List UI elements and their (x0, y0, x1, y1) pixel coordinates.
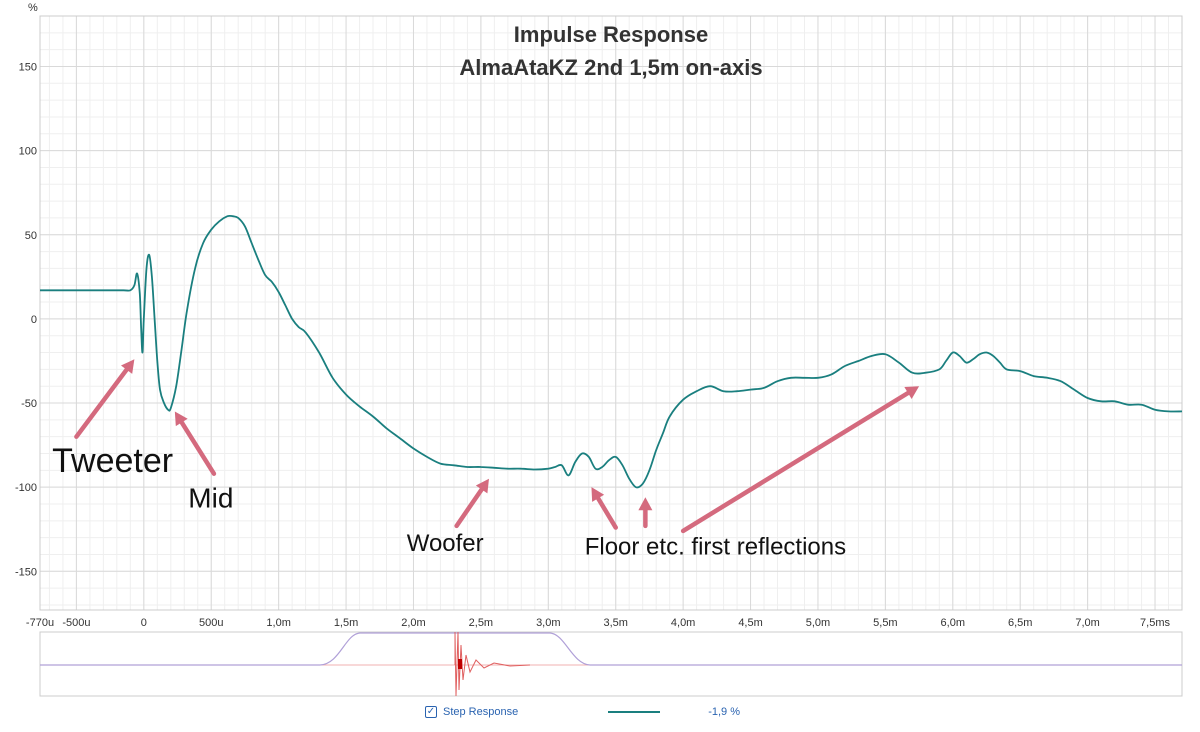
x-tick-label: 3,0m (536, 617, 560, 629)
x-tick-label: 2,0m (401, 617, 425, 629)
legend-line-swatch (608, 711, 661, 713)
y-tick-labels: 150 100 50 0 -50 -100 -150 (15, 61, 37, 578)
x-tick-label: 6,0m (941, 617, 965, 629)
legend: ✓ Step Response -1,9 % (425, 703, 785, 721)
x-tick-label: 1,5m (334, 617, 358, 629)
major-grid (39, 16, 1182, 610)
legend-series-label: Step Response (443, 706, 519, 718)
x-tick-label: 5,0m (806, 617, 830, 629)
x-tick-label: 4,5m (738, 617, 762, 629)
x-tick-label: -500u (62, 617, 90, 629)
x-tick-label: 0 (141, 617, 147, 629)
y-tick-label: -50 (21, 398, 37, 410)
y-tick-label: -150 (15, 566, 37, 578)
plot-frame (39, 15, 1183, 611)
y-axis-unit: % (28, 2, 38, 14)
annotation-label: Mid (188, 482, 233, 513)
annotation-label: Tweeter (52, 442, 173, 480)
x-tick-label: 6,5m (1008, 617, 1032, 629)
overview-impulse (454, 631, 531, 697)
overview-window-curve (40, 632, 1182, 666)
y-tick-label: 150 (19, 61, 37, 73)
x-tick-label: 1,0m (266, 617, 290, 629)
x-tick-label: 7,5ms (1140, 617, 1170, 629)
annotation-label: Floor etc. first reflections (585, 533, 846, 560)
annotation-arrow (74, 359, 135, 439)
x-tick-label: 2,5m (469, 617, 493, 629)
step-response-checkbox[interactable]: ✓ (425, 706, 437, 718)
overview-panel[interactable] (39, 631, 1183, 697)
chart-title: Impulse Response (514, 22, 708, 47)
annotation-arrow (591, 487, 618, 530)
legend-value: -1,9 % (708, 706, 741, 718)
x-tick-label: 7,0m (1075, 617, 1099, 629)
y-tick-label: 0 (31, 314, 37, 326)
y-tick-label: 100 (19, 146, 37, 158)
annotation-arrow (638, 497, 653, 529)
annotation-arrow (174, 411, 217, 476)
x-tick-label: 3,5m (603, 617, 627, 629)
x-tick-label: 4,0m (671, 617, 695, 629)
x-tick-label: -770u (26, 617, 54, 629)
y-tick-label: 50 (25, 230, 37, 242)
x-tick-label: 5,5m (873, 617, 897, 629)
x-tick-label: 500u (199, 617, 223, 629)
annotation-arrow (454, 478, 489, 529)
chart-subtitle: AlmaAtaKZ 2nd 1,5m on-axis (459, 55, 762, 80)
x-tick-labels: -770u -500u 0 500u 1,0m 1,5m 2,0m 2,5m 3,0m 3,5m 4… (26, 617, 1171, 629)
annotation-arrows (74, 359, 920, 534)
step-response-line (39, 214, 1183, 489)
annotation-label: Woofer (407, 530, 484, 557)
annotation-arrow (680, 386, 920, 534)
overview-peak-marker (458, 659, 462, 669)
annotation-labels: Tweeter Mid Woofer Floor etc. first reflect… (52, 442, 846, 560)
y-tick-label: -100 (15, 482, 37, 494)
